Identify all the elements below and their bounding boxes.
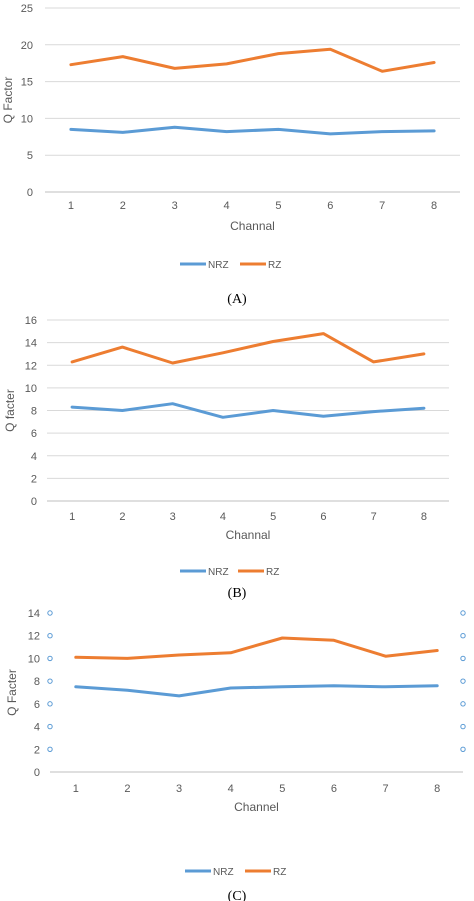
x-tick-label: 7 (371, 511, 377, 523)
x-tick-label: 1 (73, 783, 79, 795)
axis-handle-left (47, 746, 53, 752)
x-tick-label: 8 (421, 511, 427, 523)
x-tick-label: 6 (327, 200, 333, 212)
x-tick-label: 5 (279, 783, 285, 795)
x-tick-label: 1 (68, 200, 74, 212)
y-axis-title: Q Factor (1, 77, 15, 124)
x-tick-label: 3 (170, 511, 176, 523)
axis-handle-right (460, 701, 466, 707)
y-tick-label: 8 (34, 676, 40, 688)
y-tick-label: 10 (28, 653, 40, 665)
x-tick-label: 4 (224, 200, 230, 212)
x-axis-title: Channal (230, 219, 275, 233)
axis-handle-right (460, 633, 466, 639)
y-tick-label: 14 (25, 338, 37, 350)
x-tick-label: 3 (176, 783, 182, 795)
legend-label-nrz: NRZ (208, 260, 229, 271)
y-axis-title: Q Facter (5, 669, 19, 716)
x-axis-title: Channel (234, 800, 279, 814)
series-line-nrz (69, 125, 436, 136)
panel-caption: (B) (228, 586, 247, 601)
x-tick-label: 8 (431, 200, 437, 212)
axis-handle-left (47, 701, 53, 707)
y-tick-label: 0 (27, 187, 33, 199)
legend-label-rz: RZ (268, 260, 281, 271)
axis-handle-right (460, 746, 466, 752)
x-tick-label: 5 (270, 511, 276, 523)
x-axis-title: Channal (226, 528, 271, 542)
y-tick-label: 10 (25, 383, 37, 395)
series-line-rz (74, 636, 439, 660)
x-tick-label: 4 (220, 511, 226, 523)
series-line-rz (70, 332, 426, 365)
y-tick-label: 12 (25, 360, 37, 372)
y-tick-label: 4 (34, 722, 40, 734)
series-line-nrz (74, 684, 439, 698)
axis-handle-left (47, 655, 53, 662)
x-tick-label: 6 (320, 511, 326, 523)
y-tick-label: 8 (31, 406, 37, 418)
y-tick-label: 2 (34, 744, 40, 756)
axis-handle-right (460, 723, 466, 730)
panel-caption: (A) (227, 292, 247, 307)
y-tick-label: 14 (28, 608, 40, 620)
y-tick-label: 4 (31, 451, 37, 463)
y-tick-label: 5 (27, 150, 33, 162)
axis-handle-right (460, 610, 466, 616)
series-line-rz (69, 47, 436, 73)
x-tick-label: 4 (228, 783, 234, 795)
legend-label-rz: RZ (273, 867, 286, 878)
y-tick-label: 6 (34, 699, 40, 711)
x-tick-label: 1 (69, 511, 75, 523)
y-tick-label: 0 (31, 496, 37, 508)
axis-handle-right (460, 678, 466, 684)
axis-handle-right (460, 655, 466, 662)
series-line-nrz (70, 402, 426, 419)
x-tick-label: 2 (119, 511, 125, 523)
x-tick-label: 2 (124, 783, 130, 795)
panel-caption: (C) (228, 889, 247, 901)
axis-handle-left (47, 723, 53, 730)
x-tick-label: 5 (275, 200, 281, 212)
axis-handle-left (47, 610, 53, 616)
y-tick-label: 25 (21, 3, 33, 15)
axis-handle-left (47, 678, 53, 684)
x-tick-label: 2 (120, 200, 126, 212)
y-tick-label: 15 (21, 77, 33, 89)
y-axis-title: Q facter (3, 389, 17, 432)
axis-handle-left (47, 633, 53, 639)
legend-label-nrz: NRZ (208, 567, 229, 578)
y-tick-label: 16 (25, 315, 37, 327)
y-tick-label: 20 (21, 40, 33, 52)
legend-label-nrz: NRZ (213, 867, 234, 878)
x-tick-label: 7 (379, 200, 385, 212)
legend-label-rz: RZ (266, 567, 279, 578)
y-tick-label: 10 (21, 113, 33, 125)
y-tick-label: 12 (28, 631, 40, 643)
y-tick-label: 6 (31, 428, 37, 440)
y-tick-label: 0 (34, 767, 40, 779)
x-tick-label: 3 (172, 200, 178, 212)
x-tick-label: 7 (383, 783, 389, 795)
y-tick-label: 2 (31, 473, 37, 485)
x-tick-label: 6 (331, 783, 337, 795)
x-tick-label: 8 (434, 783, 440, 795)
